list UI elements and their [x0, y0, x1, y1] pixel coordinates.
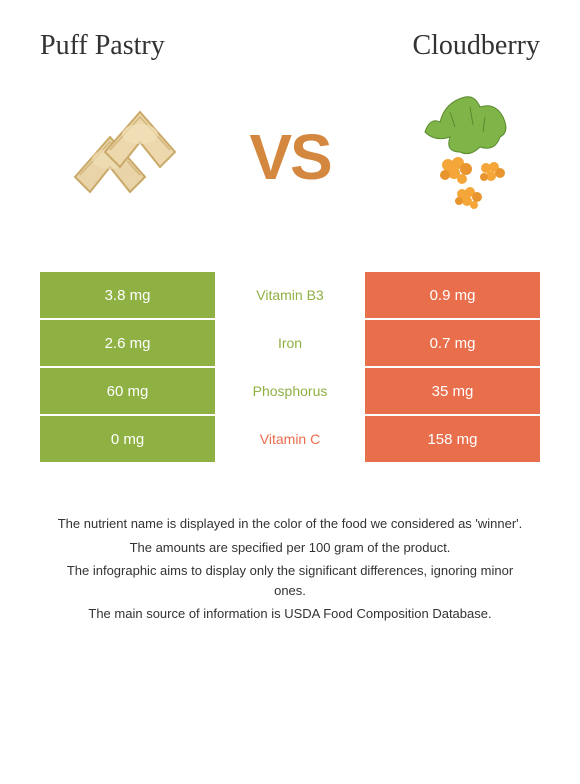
- table-row: 0 mgVitamin C158 mg: [40, 416, 540, 464]
- right-value-cell: 158 mg: [365, 416, 540, 462]
- footer-line-1: The nutrient name is displayed in the co…: [50, 514, 530, 534]
- nutrient-name-cell: Vitamin C: [215, 416, 365, 462]
- right-food-title: Cloudberry: [412, 30, 540, 62]
- header: Puff Pastry Cloudberry: [40, 30, 540, 62]
- right-value-cell: 0.7 mg: [365, 320, 540, 366]
- cloudberry-image: [390, 82, 540, 232]
- nutrient-table: 3.8 mgVitamin B30.9 mg2.6 mgIron0.7 mg60…: [40, 272, 540, 464]
- table-row: 60 mgPhosphorus35 mg: [40, 368, 540, 416]
- left-value-cell: 2.6 mg: [40, 320, 215, 366]
- puff-pastry-image: [40, 82, 190, 232]
- footer-line-4: The main source of information is USDA F…: [50, 604, 530, 624]
- footer-notes: The nutrient name is displayed in the co…: [40, 514, 540, 624]
- images-row: VS: [40, 82, 540, 232]
- left-value-cell: 60 mg: [40, 368, 215, 414]
- left-value-cell: 0 mg: [40, 416, 215, 462]
- table-row: 2.6 mgIron0.7 mg: [40, 320, 540, 368]
- right-value-cell: 35 mg: [365, 368, 540, 414]
- left-food-title: Puff Pastry: [40, 30, 165, 62]
- vs-label: VS: [249, 120, 330, 194]
- footer-line-2: The amounts are specified per 100 gram o…: [50, 538, 530, 558]
- table-row: 3.8 mgVitamin B30.9 mg: [40, 272, 540, 320]
- nutrient-name-cell: Iron: [215, 320, 365, 366]
- left-value-cell: 3.8 mg: [40, 272, 215, 318]
- right-value-cell: 0.9 mg: [365, 272, 540, 318]
- nutrient-name-cell: Phosphorus: [215, 368, 365, 414]
- nutrient-name-cell: Vitamin B3: [215, 272, 365, 318]
- footer-line-3: The infographic aims to display only the…: [50, 561, 530, 600]
